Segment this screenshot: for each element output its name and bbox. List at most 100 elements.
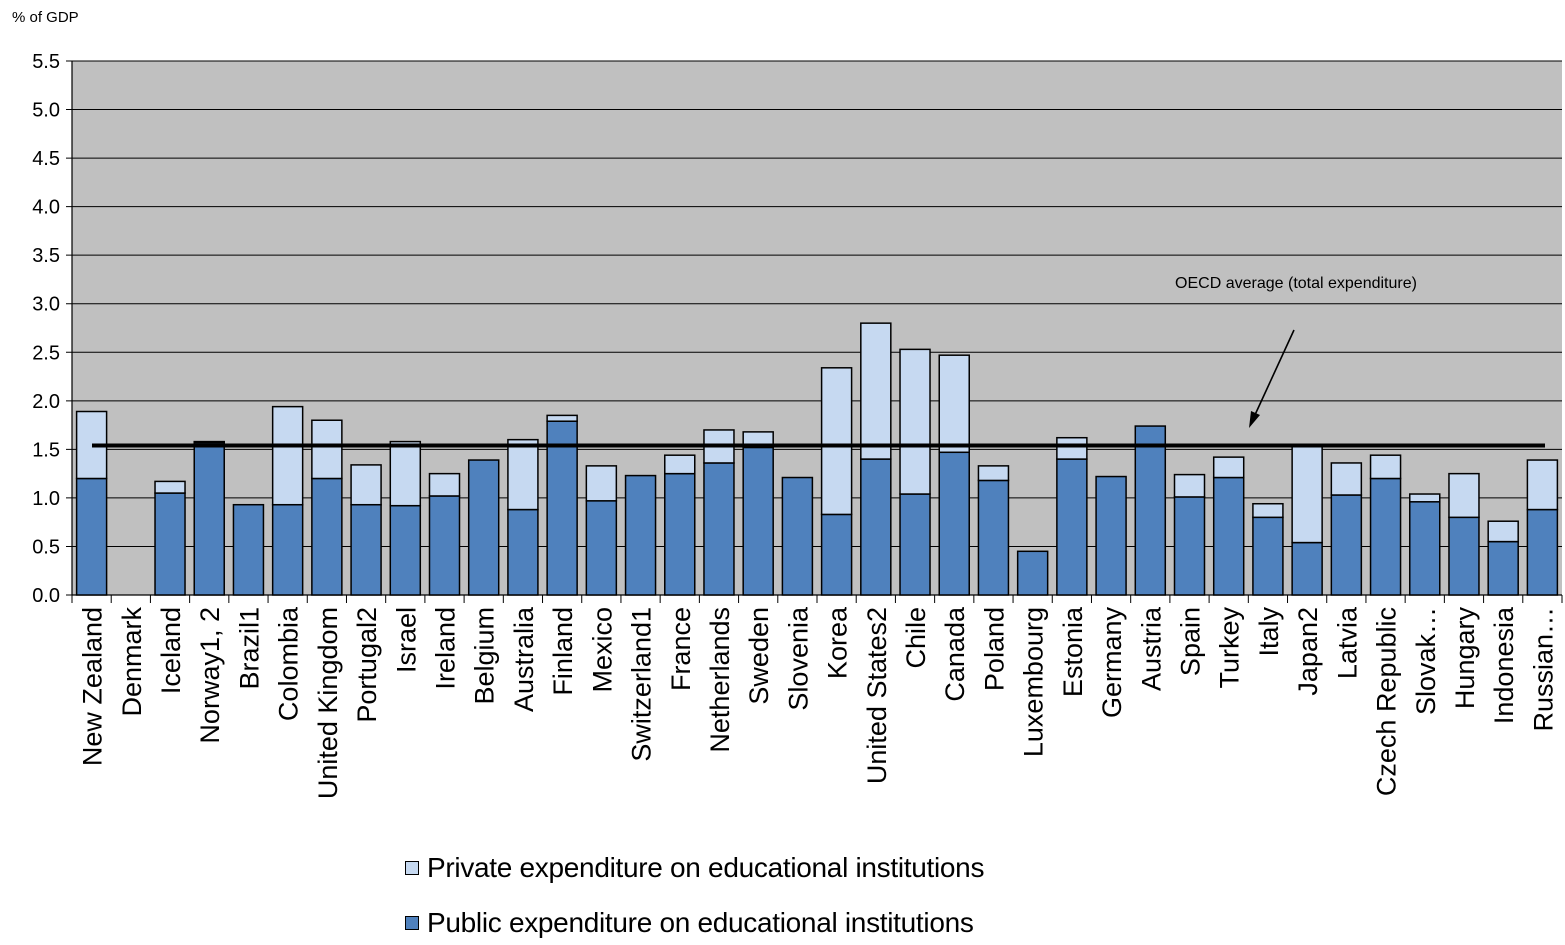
bar-public xyxy=(311,477,343,596)
x-tick-label: Slovak… xyxy=(1411,607,1441,715)
x-tick-label: Brazil1 xyxy=(234,607,264,690)
bar-private xyxy=(860,322,892,460)
bar-public xyxy=(507,508,539,596)
x-tick-label: Slovenia xyxy=(783,606,813,711)
bar-public xyxy=(781,476,814,596)
bar-public xyxy=(1369,477,1402,596)
x-tick-label: Turkey xyxy=(1215,607,1245,689)
x-tick-label: Finland xyxy=(548,607,578,696)
x-tick-label: Italy xyxy=(1254,607,1284,657)
bar-public xyxy=(1487,540,1519,596)
bar-public xyxy=(664,472,696,596)
annotation-arrowhead xyxy=(1249,411,1260,428)
x-tick-label: Belgium xyxy=(470,607,500,705)
y-tick-label: 5.0 xyxy=(32,100,60,122)
bar-public xyxy=(1016,550,1049,596)
bar-public xyxy=(703,462,735,596)
legend-item-private: Private expenditure on educational insti… xyxy=(405,852,984,884)
bar-public xyxy=(389,504,422,596)
bar-public xyxy=(193,441,225,596)
x-tick-label: Japan2 xyxy=(1293,607,1323,696)
bar-private xyxy=(1526,459,1559,511)
x-tick-label: Hungary xyxy=(1450,607,1480,710)
y-axis-unit-label: % of GDP xyxy=(12,9,79,26)
bar-private xyxy=(1291,444,1323,544)
bar-private xyxy=(350,464,382,506)
bar-private xyxy=(1448,472,1480,519)
x-tick-label: Luxembourg xyxy=(1019,607,1049,757)
y-tick-label: 2.0 xyxy=(32,391,60,413)
legend-label-private: Private expenditure on educational insti… xyxy=(427,852,985,883)
x-tick-label: Latvia xyxy=(1332,606,1362,679)
bar-private xyxy=(1252,502,1284,519)
bar-public xyxy=(1448,516,1480,596)
y-tick-label: 1.5 xyxy=(32,439,60,461)
y-tick-label: 5.5 xyxy=(32,51,60,73)
x-tick-label: Czech Republic xyxy=(1372,607,1402,796)
bar-private xyxy=(1487,520,1519,543)
bar-public xyxy=(1291,541,1323,596)
x-tick-label: Sweden xyxy=(744,607,774,705)
bar-public xyxy=(467,459,500,596)
x-tick-label: Spain xyxy=(1176,607,1206,676)
bar-private xyxy=(428,472,461,497)
x-tick-label: United Kingdom xyxy=(313,607,343,799)
x-tick-label: France xyxy=(666,607,696,691)
x-tick-label: Iceland xyxy=(156,607,186,694)
bar-private xyxy=(899,348,931,495)
bar-public xyxy=(75,477,108,596)
bar-public xyxy=(1134,425,1167,596)
x-tick-label: Australia xyxy=(509,606,539,712)
bar-public xyxy=(232,503,265,596)
x-tick-label: Germany xyxy=(1097,607,1127,719)
x-tick-label: Switzerland1 xyxy=(627,607,657,762)
x-tick-label: Ireland xyxy=(431,607,461,690)
bar-private xyxy=(154,480,186,494)
bar-public xyxy=(1173,496,1206,596)
bar-public xyxy=(350,503,382,596)
bar-public xyxy=(820,513,853,596)
bar-public xyxy=(624,474,657,596)
x-tick-label: Poland xyxy=(979,607,1009,691)
bar-public xyxy=(1212,476,1245,596)
bar-private xyxy=(1369,454,1402,480)
bar-private xyxy=(585,465,618,502)
annotation-arrow xyxy=(1253,329,1295,418)
x-tick-label: Austria xyxy=(1136,606,1166,691)
y-tick-label: 4.5 xyxy=(32,148,60,170)
y-tick-label: 3.0 xyxy=(32,294,60,316)
bar-public xyxy=(1409,501,1441,596)
y-tick-label: 0.5 xyxy=(32,536,60,558)
bar-public xyxy=(1252,516,1284,596)
bar-public xyxy=(428,495,461,596)
y-tick-label: 4.0 xyxy=(32,197,60,219)
x-tick-label: Norway1, 2 xyxy=(195,607,225,744)
x-tick-label: Portugal2 xyxy=(352,607,382,723)
bar-private xyxy=(938,354,970,454)
x-tick-label: Mexico xyxy=(587,607,617,693)
legend-swatch-private xyxy=(405,861,419,875)
legend-label-public: Public expenditure on educational instit… xyxy=(427,907,974,938)
bar-public xyxy=(585,500,618,596)
bar-public xyxy=(899,493,931,596)
x-tick-label: Chile xyxy=(901,607,931,669)
x-tick-label: Indonesia xyxy=(1489,606,1519,724)
x-tick-label: United States2 xyxy=(862,607,892,784)
bar-private xyxy=(546,414,578,422)
bar-private xyxy=(389,440,422,507)
x-tick-label: Netherlands xyxy=(705,607,735,753)
bar-public xyxy=(1330,494,1363,596)
bar-private xyxy=(271,405,304,506)
bar-private xyxy=(507,438,539,511)
bar-private xyxy=(1330,462,1363,496)
bar-private xyxy=(977,465,1010,482)
bar-private xyxy=(193,440,225,444)
bar-public xyxy=(271,503,304,596)
bar-public xyxy=(1095,475,1127,596)
bar-public xyxy=(546,420,578,596)
bar-private xyxy=(1212,456,1245,479)
x-tick-label: New Zealand xyxy=(78,607,108,766)
bar-private xyxy=(1409,493,1441,503)
bar-private xyxy=(820,367,853,516)
